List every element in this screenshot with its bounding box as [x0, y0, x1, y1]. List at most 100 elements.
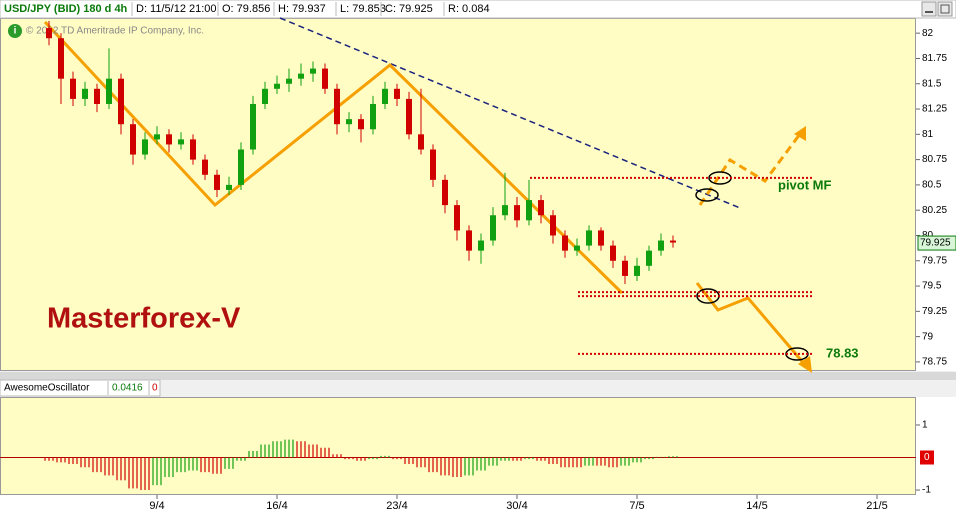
y-tick-label: -1	[922, 485, 931, 496]
candle-body	[430, 149, 436, 180]
forecast-down-arrow	[798, 356, 812, 373]
candle-body	[298, 73, 304, 79]
candle-body	[106, 78, 112, 104]
candle-body	[622, 260, 628, 276]
x-tick-label: 30/4	[506, 500, 527, 512]
candle-body	[490, 215, 496, 241]
y-tick-label: 80.5	[922, 180, 942, 191]
y-tick-label: 81.25	[922, 104, 947, 115]
candle-body	[346, 119, 352, 125]
readout: C: 79.925	[385, 3, 433, 15]
candle-body	[670, 240, 676, 243]
x-tick-label: 9/4	[149, 500, 164, 512]
oscillator-axis	[916, 397, 956, 495]
candle-body	[226, 184, 232, 190]
candle-body	[466, 230, 472, 251]
candle-body	[418, 134, 424, 150]
candle-body	[586, 230, 592, 246]
panel-splitter[interactable]	[0, 372, 956, 380]
candle-body	[502, 205, 508, 216]
y-tick-label: 79	[922, 331, 934, 342]
readout: L: 79.853	[340, 3, 386, 15]
readout: R: 0.084	[448, 3, 490, 15]
candle-body	[190, 139, 196, 160]
indicator-readout: 0.0416	[112, 383, 143, 394]
info-icon[interactable]	[8, 24, 22, 38]
candle-body	[142, 139, 148, 155]
annotation: pivot MF	[778, 177, 831, 192]
last-price-label: 79.925	[920, 238, 951, 249]
candle-body	[382, 88, 388, 104]
readout: H: 79.937	[278, 3, 326, 15]
y-tick-label: 79.5	[922, 281, 942, 292]
candle-body	[598, 230, 604, 246]
candle-body	[370, 103, 376, 130]
watermark: © 2012 TD Ameritrade IP Company, Inc.	[26, 26, 204, 37]
y-tick-label: 81.5	[922, 78, 942, 89]
candle-body	[358, 119, 364, 130]
candle-body	[262, 88, 268, 104]
candle-body	[154, 134, 160, 140]
candle-body	[478, 240, 484, 251]
zero-label-box	[920, 450, 934, 465]
y-tick-label: 79.25	[922, 306, 947, 317]
candle-body	[442, 179, 448, 206]
y-tick-label: 0	[924, 452, 930, 463]
candle-body	[202, 159, 208, 175]
forecast-up	[698, 133, 802, 206]
candle-body	[574, 245, 580, 251]
minimize-button[interactable]	[921, 1, 937, 17]
candle-body	[82, 88, 88, 99]
price-panel	[0, 18, 916, 371]
candle-body	[166, 134, 172, 145]
candle-body	[550, 215, 556, 236]
y-tick-label: 79.75	[922, 255, 947, 266]
candle-body	[286, 78, 292, 84]
candle-body	[130, 124, 136, 155]
indicator-title: AwesomeOscillator	[4, 383, 90, 394]
readout: O: 79.856	[222, 3, 270, 15]
y-tick-label: 80.25	[922, 205, 947, 216]
y-tick-label: 81.75	[922, 53, 947, 64]
candle-body	[250, 103, 256, 150]
symbol-title: USD/JPY (BID) 180 d 4h	[4, 3, 128, 15]
wave-line	[43, 20, 624, 295]
candle-body	[526, 200, 532, 221]
candle-body	[58, 38, 64, 79]
y-tick-label: 80.75	[922, 154, 947, 165]
candle-body	[70, 78, 76, 99]
candle-body	[94, 88, 100, 104]
candle-body	[310, 68, 316, 74]
marker-ellipse	[695, 188, 719, 202]
candle-body	[334, 88, 340, 125]
last-price-box	[917, 235, 956, 251]
candle-body	[454, 205, 460, 231]
candle-body	[646, 250, 652, 266]
candle-body	[274, 83, 280, 89]
candle-body	[46, 28, 52, 39]
candle-body	[238, 149, 244, 185]
oscillator-header	[0, 379, 161, 397]
x-tick-label: 21/5	[866, 500, 887, 512]
candle-body	[562, 235, 568, 251]
y-tick-label: 81	[922, 129, 934, 140]
maximize-button[interactable]	[937, 1, 953, 17]
maximize-icon	[940, 4, 950, 14]
oscillator-panel	[0, 397, 916, 495]
time-axis	[0, 495, 956, 515]
price-axis	[916, 18, 956, 371]
info-icon-glyph: i	[14, 26, 17, 37]
forecast-up-arrow	[794, 126, 806, 141]
x-tick-label: 7/5	[629, 500, 644, 512]
candle-body	[118, 78, 124, 125]
candle-body	[406, 98, 412, 135]
x-tick-label: 23/4	[386, 500, 407, 512]
level-label: 78.83	[826, 345, 859, 360]
x-tick-label: 16/4	[266, 500, 287, 512]
candle-body	[178, 139, 184, 145]
candle-body	[514, 205, 520, 221]
brand-label: Masterforex-V	[47, 303, 241, 335]
candle-body	[634, 265, 640, 276]
y-tick-label: 78.75	[922, 357, 947, 368]
